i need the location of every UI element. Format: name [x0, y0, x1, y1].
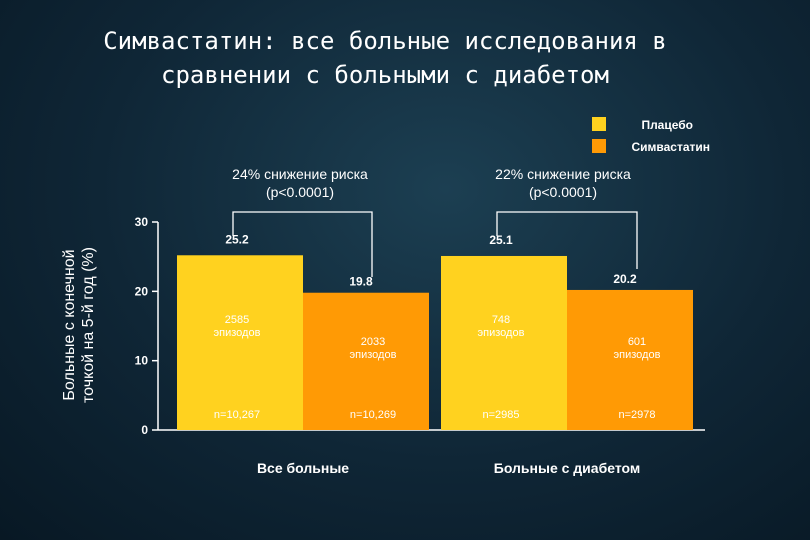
- episodes-word-label: эпизодов: [214, 327, 261, 339]
- legend-label: Плацебо: [641, 118, 693, 132]
- p-value-label: (p<0.0001): [529, 184, 597, 200]
- bar-n-label: n=10,269: [350, 409, 396, 421]
- episodes-word-label: эпизодов: [478, 327, 525, 339]
- bar-n-label: n=2985: [482, 409, 519, 421]
- episodes-count-label: 601: [628, 336, 646, 348]
- legend-swatch: [592, 139, 606, 153]
- legend-label: Симвастатин: [631, 140, 710, 154]
- bar-value-label: 25.2: [225, 232, 249, 246]
- bar: [567, 289, 693, 430]
- episodes-count-label: 748: [492, 314, 510, 326]
- episodes-word-label: эпизодов: [350, 349, 397, 361]
- bar-value-label: 25.1: [489, 233, 513, 247]
- slide-title: Симвастатин: все больные исследования в …: [103, 27, 667, 89]
- y-tick-label: 0: [141, 423, 148, 437]
- x-category-label: Больные с диабетом: [494, 460, 640, 476]
- risk-bracket: [496, 211, 638, 269]
- y-tick-label: 10: [135, 354, 149, 368]
- bar: [441, 255, 567, 430]
- episodes-count-label: 2033: [361, 336, 385, 348]
- risk-reduction-label: 22% снижение риска: [495, 166, 631, 182]
- x-category-label: Все больные: [257, 460, 349, 476]
- y-axis-label: Больные с конечной точкой на 5-й год (%): [61, 247, 97, 403]
- episodes-count-label: 2585: [225, 314, 249, 326]
- y-tick-label: 30: [135, 215, 149, 229]
- bar-n-label: n=2978: [618, 409, 655, 421]
- episodes-word-label: эпизодов: [614, 349, 661, 361]
- bar-n-label: n=10,267: [214, 409, 260, 421]
- bar-value-label: 20.2: [613, 272, 637, 286]
- y-tick-label: 20: [135, 284, 149, 298]
- p-value-label: (p<0.0001): [266, 184, 334, 200]
- bar-value-label: 19.8: [349, 275, 373, 289]
- risk-bracket: [232, 211, 373, 277]
- bar: [177, 255, 303, 430]
- risk-reduction-label: 24% снижение риска: [232, 166, 368, 182]
- bar: [303, 292, 429, 430]
- legend-swatch: [592, 117, 606, 131]
